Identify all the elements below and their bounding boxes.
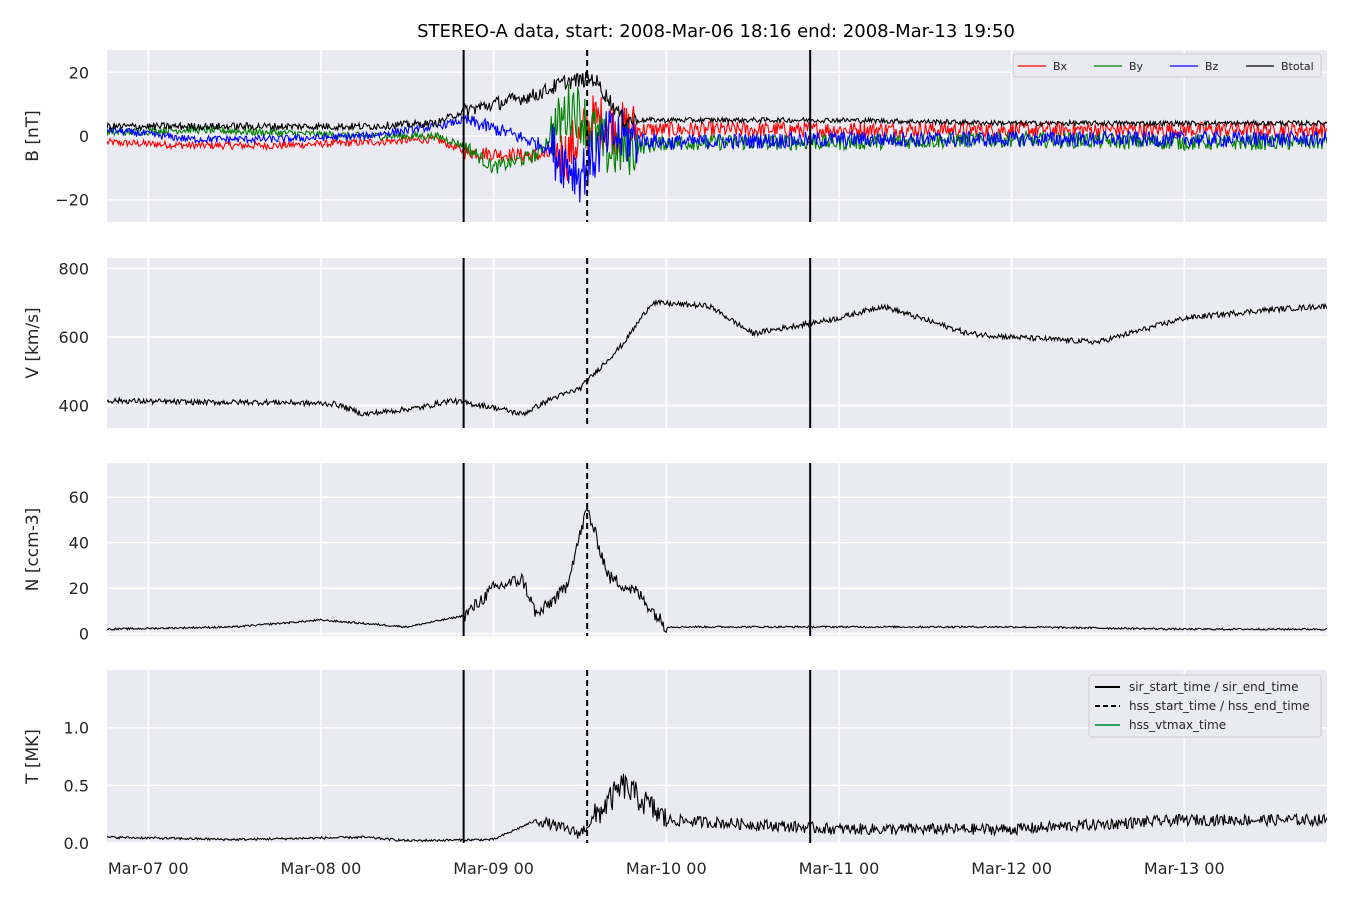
panel-b-field: −20 0 20 B [nT] <box>23 50 1327 222</box>
series-group-b-field <box>107 71 1327 203</box>
series-group-density <box>107 507 1327 634</box>
series-line-density <box>107 507 1327 634</box>
legend-b-label-by: By <box>1129 60 1144 73</box>
panels: −20 0 20 B [nT] 400 600 800 V [km/s] 0 20 40 60 N [c… <box>23 50 1327 878</box>
series-line-bx <box>107 95 1327 181</box>
xtick-label: Mar-10 00 <box>626 859 707 878</box>
ylabel-b-field: B [nT] <box>23 110 43 162</box>
xtick-label: Mar-12 00 <box>971 859 1052 878</box>
ytick-label-b-field: 20 <box>69 63 89 82</box>
chart-title: STEREO-A data, start: 2008-Mar-06 18:16 … <box>417 21 1015 42</box>
ylabel-velocity: V [km/s] <box>23 307 43 378</box>
ylabel-density: N [ccm-3] <box>23 508 43 592</box>
series-line-btotal <box>107 71 1327 133</box>
series-line-bz <box>107 109 1327 203</box>
legend-b-label-btotal: Btotal <box>1281 60 1314 73</box>
xtick-label: Mar-09 00 <box>453 859 534 878</box>
panel-background-velocity <box>107 258 1327 428</box>
xtick-label: Mar-07 00 <box>108 859 189 878</box>
ytick-label-temperature: 0.0 <box>64 834 89 853</box>
panel-background-density <box>107 463 1327 636</box>
ytick-label-temperature: 0.5 <box>64 776 89 795</box>
legend-events-label: hss_vtmax_time <box>1129 718 1226 732</box>
legend-events-label: hss_start_time / hss_end_time <box>1129 699 1310 713</box>
series-line-by <box>107 84 1327 176</box>
ytick-label-temperature: 1.0 <box>64 719 89 738</box>
ytick-label-b-field: −20 <box>55 191 89 210</box>
series-line-temperature <box>107 773 1327 843</box>
ytick-label-density: 40 <box>69 534 89 553</box>
legend-b-label-bz: Bz <box>1205 60 1219 73</box>
legend-events-label: sir_start_time / sir_end_time <box>1129 680 1299 694</box>
xtick-label: Mar-08 00 <box>281 859 362 878</box>
panel-velocity: 400 600 800 V [km/s] <box>23 258 1327 428</box>
ytick-label-velocity: 800 <box>58 259 89 278</box>
ytick-label-velocity: 400 <box>58 397 89 416</box>
xtick-label: Mar-13 00 <box>1144 859 1225 878</box>
ytick-label-density: 60 <box>69 488 89 507</box>
series-group-temperature <box>107 773 1327 843</box>
legend-b-box <box>1012 53 1322 78</box>
series-line-velocity <box>107 298 1327 417</box>
series-group-velocity <box>107 298 1327 417</box>
xtick-label: Mar-11 00 <box>799 859 880 878</box>
legend-events-box <box>1088 674 1322 738</box>
legend-b: Bx By Bz Btotal <box>1012 53 1322 78</box>
panel-density: 0 20 40 60 N [ccm-3] <box>23 463 1327 644</box>
ylabel-temperature: T [MK] <box>23 729 43 785</box>
ytick-label-velocity: 600 <box>58 328 89 347</box>
ytick-label-b-field: 0 <box>79 127 89 146</box>
ytick-label-density: 20 <box>69 579 89 598</box>
legend-events: sir_start_time / sir_end_time hss_start_t… <box>1088 674 1322 738</box>
legend-b-label-bx: Bx <box>1053 60 1068 73</box>
ytick-label-density: 0 <box>79 625 89 644</box>
